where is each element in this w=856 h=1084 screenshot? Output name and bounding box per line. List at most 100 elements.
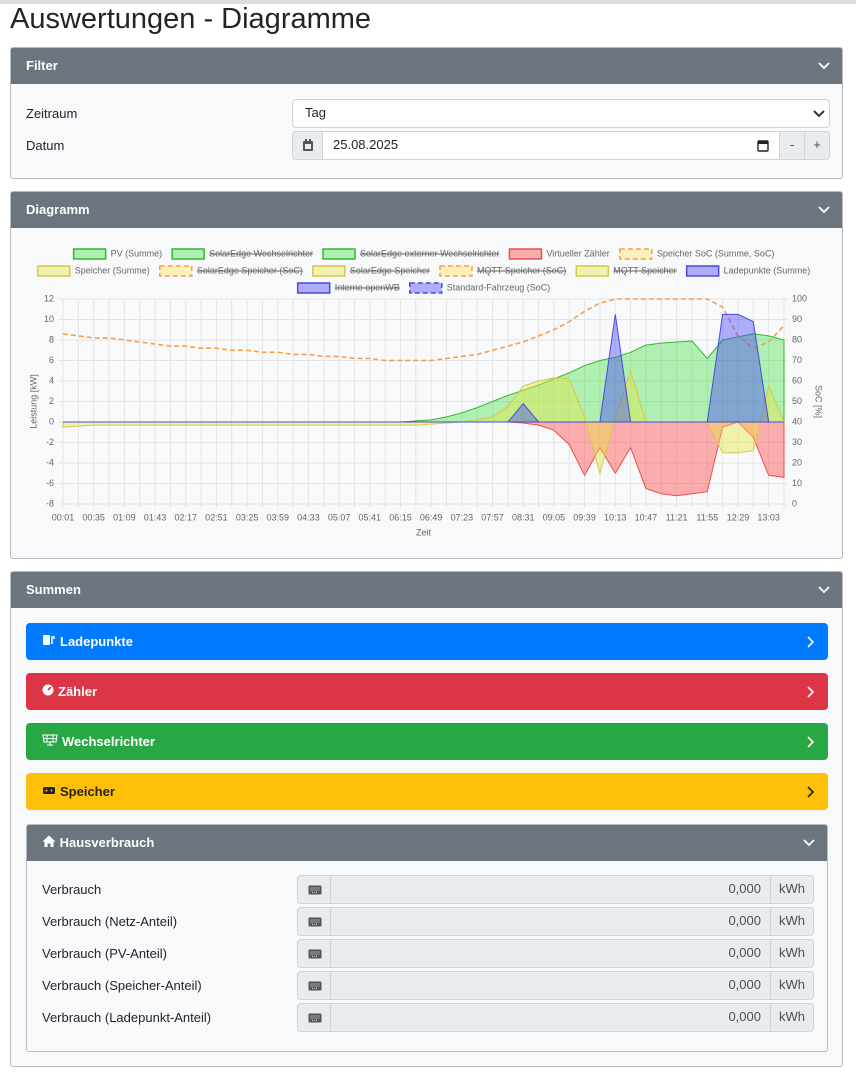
y2-tick-label: 60	[792, 375, 802, 385]
x-tick-label: 02:51	[205, 512, 228, 522]
legend-swatch	[171, 248, 205, 260]
y-tick-label: -4	[46, 457, 54, 467]
legend-label: Standard-Fahrzeug (SoC)	[447, 282, 551, 292]
legend-item[interactable]: Speicher SoC (Summe, SoC)	[619, 248, 775, 260]
y2-tick-label: 100	[792, 293, 807, 303]
chart-section-title: Diagramm	[26, 202, 90, 217]
legend-swatch	[159, 265, 193, 277]
legend-swatch	[619, 248, 653, 260]
legend-label: SolarEdge Wechselrichter	[209, 248, 313, 258]
decrement-button[interactable]: -	[779, 131, 805, 160]
x-tick-label: 00:01	[52, 512, 75, 522]
button-label: Ladepunkte	[60, 634, 133, 649]
increment-label: +	[813, 137, 821, 152]
solar-icon	[42, 734, 58, 746]
y-tick-label: 8	[49, 334, 54, 344]
legend-item[interactable]: SolarEdge Wechselrichter	[171, 248, 314, 260]
button-label: Zähler	[58, 684, 98, 699]
row-unit: kWh	[770, 875, 814, 904]
soc-line	[62, 298, 785, 362]
calendar-addon	[292, 131, 323, 160]
date-input[interactable]: 25.08.2025	[322, 131, 780, 160]
legend-item[interactable]: Virtueller Zähler	[508, 248, 610, 260]
hausverbrauch-header[interactable]: Hausverbrauch	[27, 825, 827, 861]
legend-item[interactable]: PV (Summe)	[72, 248, 163, 260]
legend-swatch	[37, 265, 71, 277]
keyboard-addon	[297, 1003, 331, 1032]
legend-label: Speicher (Summe)	[75, 265, 150, 275]
keyboard-icon	[308, 885, 322, 895]
legend-item[interactable]: Standard-Fahrzeug (SoC)	[408, 282, 551, 294]
legend-swatch	[408, 282, 443, 294]
y-tick-label: 12	[44, 293, 54, 303]
filter-header[interactable]: Filter	[11, 48, 842, 84]
x-tick-label: 09:05	[543, 512, 566, 522]
wechselrichter-button[interactable]: Wechselrichter	[26, 723, 828, 760]
select[interactable]: Tag	[292, 99, 830, 128]
home-icon	[42, 835, 56, 847]
legend-swatch	[685, 265, 720, 277]
legend-label: MQTT Speicher	[613, 265, 676, 275]
summen-card: Summen Ladepunkte Zähler Wechselrichter …	[10, 571, 843, 1067]
legend-item[interactable]: Speicher (Summe)	[37, 265, 150, 277]
chart-card: Diagramm	[10, 191, 843, 559]
button-label: Speicher	[60, 784, 115, 799]
increment-button[interactable]: +	[804, 131, 830, 160]
x-tick-label: 09:39	[573, 512, 596, 522]
button-label: Wechselrichter	[62, 734, 155, 749]
y2-tick-label: 70	[792, 355, 802, 365]
area	[63, 313, 784, 423]
legend-item[interactable]: MQTT Speicher	[575, 265, 677, 277]
x-tick-label: 07:23	[451, 512, 474, 522]
legend-label: SolarEdge externer Wechselrichter	[360, 248, 499, 258]
row-value: 0,000	[330, 1003, 771, 1032]
filter-title: Filter	[26, 58, 58, 73]
legend-label: SolarEdge Speicher (SoC)	[197, 265, 303, 275]
y2-tick-label: 80	[792, 334, 802, 344]
calendar-picker-icon[interactable]	[757, 139, 769, 152]
keyboard-addon	[297, 971, 331, 1000]
summen-header[interactable]: Summen	[11, 572, 842, 608]
keyboard-addon	[297, 939, 331, 968]
x-tick-label: 01:43	[144, 512, 167, 522]
decrement-label: -	[789, 137, 795, 152]
row-label: Verbrauch (Speicher-Anteil)	[42, 978, 202, 993]
row-unit: kWh	[770, 939, 814, 968]
chart-header[interactable]: Diagramm	[11, 192, 842, 228]
y2-tick-label: 10	[792, 478, 802, 488]
legend-item[interactable]: MQTT Speicher (SoC)	[439, 265, 567, 277]
date-value: 25.08.2025	[333, 137, 399, 152]
legend-swatch	[508, 248, 543, 260]
x-tick-label: 10:13	[604, 512, 627, 522]
legend-swatch	[312, 265, 346, 277]
row-value: 0,000	[330, 971, 771, 1000]
keyboard-icon	[308, 949, 322, 959]
legend-swatch	[575, 265, 610, 277]
legend-item[interactable]: SolarEdge Speicher (SoC)	[159, 265, 303, 277]
y-axis-label: Leistung [kW]	[28, 374, 38, 429]
legend-label: Interne openWB	[335, 282, 400, 292]
keyboard-icon	[308, 981, 322, 991]
y2-tick-label: 90	[792, 314, 802, 324]
speicher-button[interactable]: Speicher	[26, 773, 828, 810]
x-tick-label: 06:15	[389, 512, 412, 522]
legend-item[interactable]: Ladepunkte (Summe)	[685, 265, 811, 277]
zaehler-button[interactable]: Zähler	[26, 673, 828, 710]
legend-label: MQTT Speicher (SoC)	[477, 265, 566, 275]
y-tick-label: -8	[46, 498, 54, 508]
legend-item[interactable]: Interne openWB	[296, 282, 400, 294]
x-tick-label: 03:25	[236, 512, 259, 522]
legend-item[interactable]: SolarEdge externer Wechselrichter	[322, 248, 500, 260]
ladepunkte-button[interactable]: Ladepunkte	[26, 623, 828, 660]
x-tick-label: 08:31	[512, 512, 535, 522]
x-tick-label: 04:33	[297, 512, 320, 522]
x-tick-label: 05:41	[359, 512, 382, 522]
chevron	[818, 206, 830, 214]
x-tick-label: 13:03	[757, 512, 780, 522]
y2-tick-label: 0	[792, 498, 797, 508]
x-tick-label: 02:17	[174, 512, 197, 522]
chevron	[803, 839, 815, 847]
legend-item[interactable]: SolarEdge Speicher	[312, 265, 430, 277]
